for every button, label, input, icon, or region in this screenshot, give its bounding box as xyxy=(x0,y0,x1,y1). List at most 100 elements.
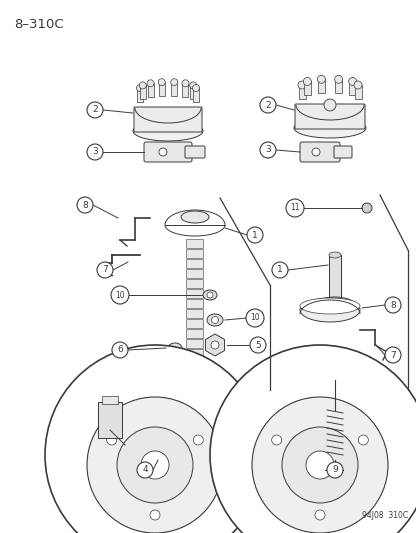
Bar xyxy=(190,85,196,99)
Circle shape xyxy=(112,342,128,358)
Bar xyxy=(159,82,165,96)
Circle shape xyxy=(211,341,219,349)
Circle shape xyxy=(354,81,362,89)
Text: 10: 10 xyxy=(115,290,125,300)
FancyBboxPatch shape xyxy=(334,146,352,158)
Ellipse shape xyxy=(329,252,341,258)
Bar xyxy=(98,402,122,438)
Bar xyxy=(137,88,143,102)
Circle shape xyxy=(324,99,336,111)
FancyBboxPatch shape xyxy=(186,279,203,288)
Ellipse shape xyxy=(315,297,355,313)
Bar xyxy=(318,79,325,93)
Text: 3: 3 xyxy=(92,148,98,157)
Bar xyxy=(335,79,342,93)
Text: 2: 2 xyxy=(265,101,271,109)
Circle shape xyxy=(358,435,368,445)
Circle shape xyxy=(306,451,334,479)
Text: 4: 4 xyxy=(142,465,148,474)
Bar xyxy=(329,255,341,305)
Circle shape xyxy=(171,79,178,86)
Circle shape xyxy=(298,81,306,89)
Circle shape xyxy=(106,435,117,445)
Circle shape xyxy=(282,427,358,503)
Bar xyxy=(299,85,305,99)
Circle shape xyxy=(286,199,304,217)
Circle shape xyxy=(385,347,401,363)
FancyBboxPatch shape xyxy=(186,270,203,279)
Bar xyxy=(304,82,311,95)
Circle shape xyxy=(190,82,197,89)
Circle shape xyxy=(349,77,357,85)
Circle shape xyxy=(117,427,193,503)
Circle shape xyxy=(137,462,153,478)
Text: 94J08  310C: 94J08 310C xyxy=(362,511,408,520)
Text: 6: 6 xyxy=(117,345,123,354)
Circle shape xyxy=(312,148,320,156)
Circle shape xyxy=(87,144,103,160)
Circle shape xyxy=(252,397,388,533)
Circle shape xyxy=(247,227,263,243)
Circle shape xyxy=(250,337,266,353)
Text: 7: 7 xyxy=(102,265,108,274)
Text: 1: 1 xyxy=(277,265,283,274)
Text: 1: 1 xyxy=(252,230,258,239)
Circle shape xyxy=(272,262,288,278)
Ellipse shape xyxy=(207,314,223,326)
Circle shape xyxy=(87,102,103,118)
Circle shape xyxy=(77,197,93,213)
Circle shape xyxy=(362,203,372,213)
FancyBboxPatch shape xyxy=(186,350,203,359)
Circle shape xyxy=(150,510,160,520)
Text: 11: 11 xyxy=(290,204,300,213)
Ellipse shape xyxy=(168,343,182,353)
Circle shape xyxy=(182,80,189,87)
Ellipse shape xyxy=(300,298,360,322)
Circle shape xyxy=(159,148,167,156)
Text: 8: 8 xyxy=(390,301,396,310)
FancyBboxPatch shape xyxy=(186,260,203,269)
FancyBboxPatch shape xyxy=(186,310,203,319)
Ellipse shape xyxy=(325,300,345,310)
Circle shape xyxy=(207,292,213,298)
Ellipse shape xyxy=(203,290,217,300)
Text: 8: 8 xyxy=(82,200,88,209)
FancyBboxPatch shape xyxy=(186,289,203,298)
FancyBboxPatch shape xyxy=(186,239,203,248)
Circle shape xyxy=(158,79,165,86)
FancyBboxPatch shape xyxy=(186,329,203,338)
Text: 9: 9 xyxy=(332,465,338,474)
Bar xyxy=(171,82,177,96)
FancyBboxPatch shape xyxy=(295,104,365,129)
Text: 3: 3 xyxy=(265,146,271,155)
Bar xyxy=(148,83,154,98)
Circle shape xyxy=(139,82,146,89)
Circle shape xyxy=(317,75,325,83)
Circle shape xyxy=(260,97,276,113)
Ellipse shape xyxy=(294,118,366,138)
Bar xyxy=(102,396,118,404)
FancyBboxPatch shape xyxy=(300,142,340,162)
Circle shape xyxy=(385,297,401,313)
Bar xyxy=(183,83,188,98)
Ellipse shape xyxy=(181,211,209,223)
Text: 8–310C: 8–310C xyxy=(14,18,64,31)
FancyBboxPatch shape xyxy=(186,319,203,328)
Ellipse shape xyxy=(133,121,203,141)
Circle shape xyxy=(246,309,264,327)
FancyBboxPatch shape xyxy=(134,107,202,132)
Bar xyxy=(140,85,146,99)
Circle shape xyxy=(327,462,343,478)
Text: 7: 7 xyxy=(390,351,396,359)
Bar xyxy=(354,85,362,99)
Circle shape xyxy=(87,397,223,533)
Circle shape xyxy=(315,510,325,520)
FancyBboxPatch shape xyxy=(186,300,203,309)
Circle shape xyxy=(45,345,265,533)
Circle shape xyxy=(334,75,343,83)
Bar xyxy=(349,82,356,95)
Ellipse shape xyxy=(300,298,360,314)
Circle shape xyxy=(147,80,154,87)
FancyBboxPatch shape xyxy=(186,369,203,378)
Circle shape xyxy=(193,435,203,445)
